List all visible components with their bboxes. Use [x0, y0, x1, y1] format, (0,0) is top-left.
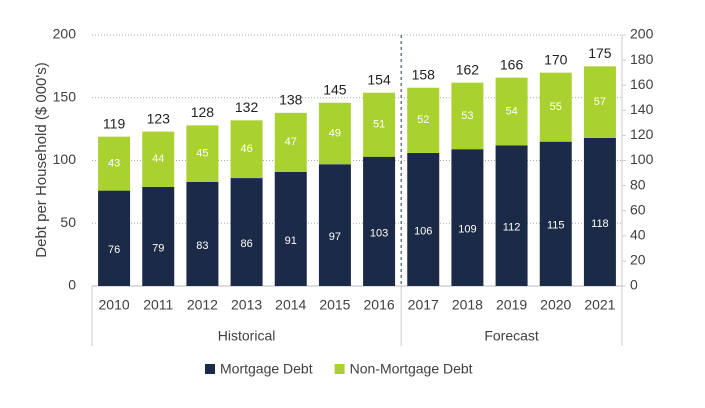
- legend-label: Mortgage Debt: [220, 361, 313, 377]
- x-tick-label: 2011: [143, 297, 173, 313]
- y2-tick-label: 140: [630, 101, 654, 117]
- bar-value-label: 46: [240, 143, 252, 155]
- bar-segment: [363, 156, 396, 286]
- x-tick-label: 2010: [99, 297, 130, 313]
- bar-segment: [142, 186, 175, 286]
- bar-segment: [583, 137, 616, 286]
- bar-total-label: 175: [588, 45, 612, 61]
- bar-total-label: 170: [544, 51, 568, 67]
- bar-value-label: 51: [373, 119, 385, 131]
- bar-value-label: 112: [503, 222, 521, 234]
- bar-value-label: 86: [240, 238, 252, 250]
- bar-total-label: 162: [456, 61, 480, 77]
- y-tick-label: 200: [53, 26, 77, 42]
- bar-total-label: 132: [235, 99, 259, 115]
- legend-swatch: [334, 364, 345, 374]
- bar-value-label: 43: [108, 158, 120, 170]
- bar-value-label: 76: [108, 244, 120, 256]
- bar-segment: [318, 164, 351, 286]
- bar-segment: [142, 131, 175, 187]
- legend-label: Non-Mortgage Debt: [350, 361, 473, 377]
- bar-segment: [495, 145, 528, 286]
- x-tick-label: 2021: [584, 297, 615, 313]
- bar-segment: [186, 125, 219, 182]
- x-tick-label: 2020: [540, 297, 571, 313]
- y2-tick-label: 60: [630, 201, 646, 217]
- bar-total-label: 154: [367, 71, 391, 87]
- bar-segment: [318, 102, 351, 165]
- y2-tick-label: 40: [630, 227, 646, 243]
- bar-segment: [363, 92, 396, 157]
- y2-tick-label: 200: [630, 26, 654, 42]
- bar-value-label: 49: [329, 127, 341, 139]
- y2-tick-label: 180: [630, 51, 654, 67]
- bar-segment: [407, 87, 440, 153]
- bar-segment: [451, 82, 484, 150]
- bar-value-label: 52: [417, 114, 429, 126]
- bar-segment: [274, 112, 307, 172]
- y2-tick-label: 100: [630, 151, 654, 167]
- bar-total-label: 119: [103, 115, 126, 131]
- bar-value-label: 44: [152, 153, 164, 165]
- x-tick-label: 2013: [231, 297, 262, 313]
- bar-total-label: 166: [500, 56, 524, 72]
- y2-tick-label: 0: [630, 277, 638, 293]
- y2-tick-label: 120: [630, 126, 654, 142]
- bar-value-label: 45: [196, 148, 208, 160]
- x-tick-label: 2017: [408, 297, 439, 313]
- y2-tick-label: 80: [630, 176, 646, 192]
- bar-value-label: 47: [285, 136, 297, 148]
- bar-segment: [98, 136, 131, 191]
- bar-value-label: 103: [370, 227, 388, 239]
- bar-total-label: 123: [147, 110, 171, 126]
- bar-segment: [539, 141, 572, 286]
- y-tick-label: 0: [68, 277, 76, 293]
- y-tick-label: 100: [53, 151, 77, 167]
- bar-value-label: 115: [547, 220, 565, 232]
- bar-value-label: 109: [458, 224, 476, 236]
- x-tick-label: 2016: [364, 297, 395, 313]
- bar-segment: [230, 120, 263, 179]
- x-tick-label: 2018: [452, 297, 483, 313]
- y-axis-title: Debt per Household ($ 000's): [33, 62, 50, 257]
- bar-value-label: 97: [329, 231, 341, 243]
- group-label: Forecast: [484, 328, 539, 344]
- x-tick-label: 2014: [275, 297, 306, 313]
- bar-segment: [407, 152, 440, 286]
- bar-value-label: 53: [461, 110, 473, 122]
- y-tick-label: 150: [53, 88, 77, 104]
- bar-value-label: 55: [550, 101, 562, 113]
- y2-tick-label: 160: [630, 76, 654, 92]
- bar-total-label: 128: [191, 104, 215, 120]
- y-tick-label: 50: [60, 214, 76, 230]
- bar-segment: [583, 66, 616, 138]
- bar-segment: [274, 171, 307, 286]
- bar-segment: [186, 181, 219, 286]
- bar-segment: [495, 77, 528, 146]
- bar-segment: [230, 178, 263, 286]
- bar-value-label: 118: [591, 218, 609, 230]
- bar-value-label: 91: [285, 235, 297, 247]
- y2-tick-label: 20: [630, 252, 646, 268]
- group-label: Historical: [218, 328, 276, 344]
- bar-value-label: 106: [414, 225, 432, 237]
- bar-value-label: 79: [152, 242, 164, 254]
- bar-total-label: 138: [279, 92, 303, 108]
- bar-total-label: 158: [412, 66, 436, 82]
- bar-segment: [451, 149, 484, 286]
- bar-value-label: 57: [594, 96, 606, 108]
- bar-total-label: 145: [323, 81, 347, 97]
- legend-swatch: [205, 364, 215, 374]
- bar-segment: [98, 190, 131, 286]
- bar-value-label: 83: [196, 240, 208, 252]
- x-tick-label: 2015: [319, 297, 350, 313]
- bar-segment: [539, 72, 572, 142]
- x-tick-label: 2019: [496, 297, 527, 313]
- bar-value-label: 54: [505, 105, 517, 117]
- x-tick-label: 2012: [187, 297, 218, 313]
